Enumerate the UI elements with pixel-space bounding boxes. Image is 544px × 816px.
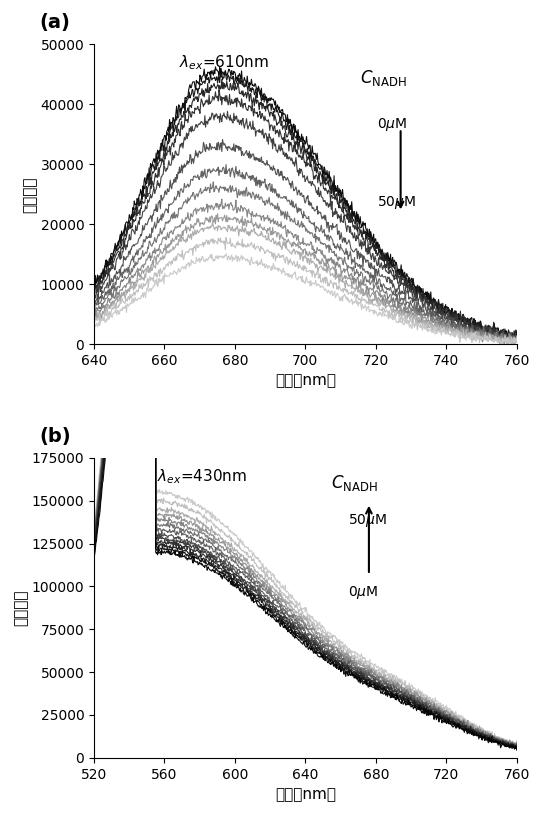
Y-axis label: 荧光强度: 荧光强度 bbox=[14, 590, 29, 626]
Text: (a): (a) bbox=[39, 13, 70, 33]
Text: 50$\mu$M: 50$\mu$M bbox=[378, 194, 417, 211]
Y-axis label: 荧光强度: 荧光强度 bbox=[23, 176, 38, 212]
Text: 0$\mu$M: 0$\mu$M bbox=[348, 584, 378, 601]
Text: (b): (b) bbox=[39, 427, 71, 446]
Text: $\lambda_{ex}$=430nm: $\lambda_{ex}$=430nm bbox=[157, 467, 248, 486]
X-axis label: 波长（nm）: 波长（nm） bbox=[275, 787, 336, 802]
Text: $\lambda_{ex}$=610nm: $\lambda_{ex}$=610nm bbox=[178, 53, 269, 72]
X-axis label: 波长（nm）: 波长（nm） bbox=[275, 374, 336, 388]
Text: $C_{\rm NADH}$: $C_{\rm NADH}$ bbox=[331, 472, 378, 493]
Text: $C_{\rm NADH}$: $C_{\rm NADH}$ bbox=[361, 69, 407, 88]
Text: 0$\mu$M: 0$\mu$M bbox=[378, 117, 407, 133]
Text: 50$\mu$M: 50$\mu$M bbox=[348, 512, 387, 529]
